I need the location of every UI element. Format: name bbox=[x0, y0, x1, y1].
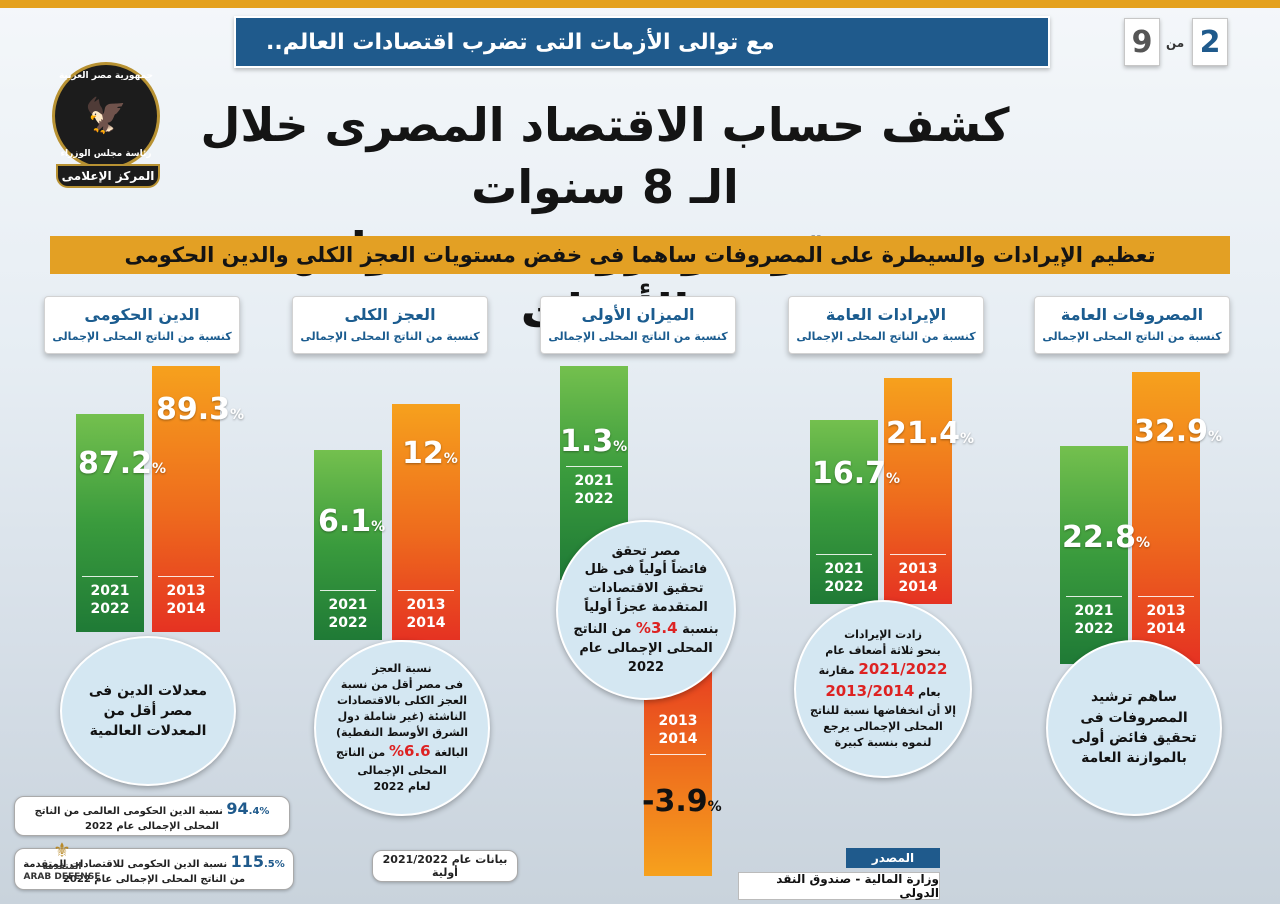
divider bbox=[650, 754, 706, 755]
bar-deficit-2013 bbox=[392, 404, 460, 640]
value-expenditure-2013: 32.9% bbox=[1134, 414, 1223, 449]
year-label-2013: 2013 2014 bbox=[406, 597, 446, 631]
indicator-name: الدين الحكومى bbox=[84, 305, 200, 324]
value-revenue-2021: 16.7% bbox=[812, 456, 901, 491]
cabinet-logo: جمهورية مصر العربية 🦅 رئاسة مجلس الوزراء bbox=[52, 62, 160, 170]
year-label-2013: 2013 2014 bbox=[898, 561, 938, 595]
value-primary-balance-2021: 1.3% bbox=[560, 424, 628, 459]
advanced-economies-debt-box: 115.5% نسبة الدين الحكومى للاقتصادات الم… bbox=[14, 848, 294, 890]
indicator-card-deficit: العجز الكلى كنسبة من الناتج المحلى الإجم… bbox=[292, 296, 488, 354]
year-label-2013: 2013 2014 bbox=[166, 583, 206, 617]
indicator-name: الإيرادات العامة bbox=[825, 305, 947, 324]
bar-expenditure-2021 bbox=[1060, 446, 1128, 664]
indicator-name: العجز الكلى bbox=[344, 305, 436, 324]
note-bubble-revenue: زادت الإيرادات بنحو ثلاثة أضعاف عام 2021… bbox=[794, 600, 972, 778]
subtitle-bar: تعظيم الإيرادات والسيطرة على المصروفات س… bbox=[50, 236, 1230, 274]
indicator-unit: كنسبة من الناتج المحلى الإجمالى bbox=[1042, 330, 1222, 343]
indicator-card-primary-balance: الميزان الأولى كنسبة من الناتج المحلى ال… bbox=[540, 296, 736, 354]
indicator-unit: كنسبة من الناتج المحلى الإجمالى bbox=[548, 330, 728, 343]
divider bbox=[816, 554, 872, 555]
global-debt-box: 94.4% نسبة الدين الحكومى العالمى من النا… bbox=[14, 796, 290, 836]
value-debt-2013: 89.3% bbox=[156, 392, 245, 427]
indicator-unit: كنسبة من الناتج المحلى الإجمالى bbox=[300, 330, 480, 343]
indicator-card-debt: الدين الحكومى كنسبة من الناتج المحلى الإ… bbox=[44, 296, 240, 354]
title-line-1: كشف حساب الاقتصاد المصرى خلال الـ 8 سنوا… bbox=[200, 98, 1010, 214]
bar-debt-2021 bbox=[76, 414, 144, 632]
year-label-2013: 2013 2014 bbox=[658, 713, 698, 747]
indicator-card-revenue: الإيرادات العامة كنسبة من الناتج المحلى … bbox=[788, 296, 984, 354]
value-deficit-2021: 6.1% bbox=[318, 504, 386, 539]
bar-expenditure-2013 bbox=[1132, 372, 1200, 664]
year-label-2021: 2021 2022 bbox=[328, 597, 368, 631]
top-accent-strip bbox=[0, 0, 1280, 8]
year-label-2021: 2021 2022 bbox=[90, 583, 130, 617]
year-label-2013: 2013 2014 bbox=[1146, 603, 1186, 637]
indicator-unit: كنسبة من الناتج المحلى الإجمالى bbox=[796, 330, 976, 343]
note-text: معدلات الدين فى مصر أقل من المعدلات العا… bbox=[88, 682, 208, 740]
divider bbox=[1066, 596, 1122, 597]
divider bbox=[566, 466, 622, 467]
logo-ring-top: جمهورية مصر العربية bbox=[58, 71, 154, 81]
subtitle-text: تعظيم الإيرادات والسيطرة على المصروفات س… bbox=[124, 243, 1156, 267]
indicator-unit: كنسبة من الناتج المحلى الإجمالى bbox=[52, 330, 232, 343]
header-banner-text: مع توالى الأزمات التى تضرب اقتصادات العا… bbox=[266, 29, 775, 55]
value-deficit-2013: 12% bbox=[402, 436, 458, 471]
page-of-label: من bbox=[1166, 36, 1185, 50]
wings-icon: ⚜ bbox=[53, 838, 71, 862]
eagle-icon: 🦅 bbox=[84, 96, 128, 136]
note-bubble-primary-balance: مصر تحقق فائضاً أولياً فى ظل تحقيق الاقت… bbox=[556, 520, 736, 700]
year-label-2021: 2021 2022 bbox=[824, 561, 864, 595]
note-text: ساهم ترشيد المصروفات فى تحقيق فائض أولى … bbox=[1071, 689, 1197, 767]
value-revenue-2013: 21.4% bbox=[886, 416, 975, 451]
logo-ribbon: المركز الإعلامى bbox=[56, 164, 160, 188]
page-total: 9 bbox=[1124, 18, 1160, 66]
divider bbox=[890, 554, 946, 555]
source-text: وزارة المالية - صندوق النقد الدولى bbox=[738, 872, 940, 900]
bar-debt-2013 bbox=[152, 366, 220, 632]
value-debt-2021: 87.2% bbox=[78, 446, 167, 481]
divider bbox=[82, 576, 138, 577]
divider bbox=[320, 590, 376, 591]
page-current: 2 bbox=[1192, 18, 1228, 66]
year-label-2021: 2021 2022 bbox=[1074, 603, 1114, 637]
data-note-box: بيانات عام 2021/2022 أولية bbox=[372, 850, 518, 882]
divider bbox=[158, 576, 214, 577]
bar-deficit-2021 bbox=[314, 450, 382, 640]
indicator-name: المصروفات العامة bbox=[1060, 305, 1204, 324]
note-bubble-debt: معدلات الدين فى مصر أقل من المعدلات العا… bbox=[60, 636, 236, 786]
value-primary-balance-2013: -3.9% bbox=[642, 784, 722, 819]
header-banner: مع توالى الأزمات التى تضرب اقتصادات العا… bbox=[234, 16, 1050, 68]
year-label-2021: 2021 2022 bbox=[574, 473, 614, 507]
source-label: المصدر bbox=[846, 848, 940, 868]
watermark: ⚜ المتقدمة ARAB DEFENSE bbox=[8, 838, 116, 894]
bar-revenue-2013 bbox=[884, 378, 952, 604]
note-bubble-expenditure: ساهم ترشيد المصروفات فى تحقيق فائض أولى … bbox=[1046, 640, 1222, 816]
bar-revenue-2021 bbox=[810, 420, 878, 604]
divider bbox=[1138, 596, 1194, 597]
note-bubble-deficit: نسبة العجز فى مصر أقل من نسبة العجز الكل… bbox=[314, 640, 490, 816]
divider bbox=[398, 590, 454, 591]
indicator-card-expenditure: المصروفات العامة كنسبة من الناتج المحلى … bbox=[1034, 296, 1230, 354]
logo-ring-bottom: رئاسة مجلس الوزراء bbox=[60, 149, 152, 159]
indicator-name: الميزان الأولى bbox=[581, 305, 695, 324]
value-expenditure-2021: 22.8% bbox=[1062, 520, 1151, 555]
